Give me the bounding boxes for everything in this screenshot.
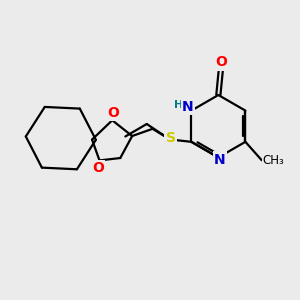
Text: S: S — [166, 131, 176, 145]
Text: O: O — [92, 161, 104, 176]
Text: H: H — [174, 100, 184, 110]
Text: N: N — [182, 100, 194, 114]
Text: O: O — [215, 55, 227, 69]
Text: O: O — [107, 106, 119, 120]
Text: N: N — [214, 153, 226, 167]
Text: CH₃: CH₃ — [262, 154, 284, 167]
